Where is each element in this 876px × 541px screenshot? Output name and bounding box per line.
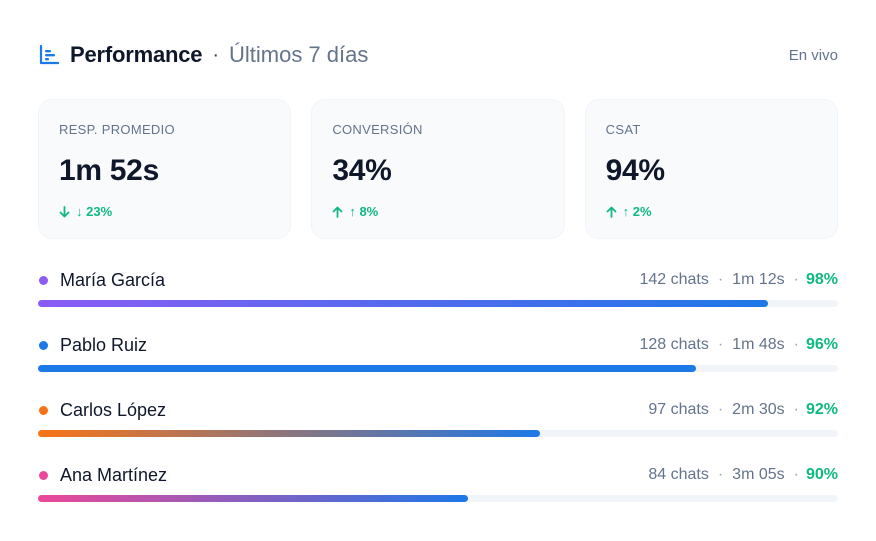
stat-separator: · <box>793 401 799 418</box>
stat-separator: · <box>717 401 724 418</box>
agent-name: María García <box>60 269 166 290</box>
stat-separator: · <box>793 271 799 288</box>
agent-row[interactable]: María García 142 chats · 1m 12s · 98% <box>38 266 838 331</box>
agent-name: Ana Martínez <box>60 464 168 485</box>
arrow-up-icon <box>332 206 343 218</box>
metric-delta-text: ↓ 23% <box>76 204 113 219</box>
title-separator: · <box>212 43 219 66</box>
stat-separator: · <box>793 336 799 353</box>
stat-separator: · <box>717 466 724 483</box>
agent-row[interactable]: Ana Martínez 84 chats · 3m 05s · 90% <box>38 461 838 526</box>
progress-fill <box>38 300 769 307</box>
stat-separator: · <box>793 466 799 483</box>
period-label: Últimos 7 días <box>228 42 369 67</box>
bar-chart-icon <box>38 44 60 66</box>
progress-fill <box>38 430 541 437</box>
metric-value: 94% <box>605 154 665 187</box>
agent-stats: 97 chats · 2m 30s · 92% <box>648 401 838 419</box>
agent-score: 98% <box>805 271 838 288</box>
arrow-up-icon <box>606 206 617 218</box>
agent-row[interactable]: Carlos López 97 chats · 2m 30s · 92% <box>38 396 838 461</box>
agent-chats: 142 chats <box>639 271 709 288</box>
metric-value: 34% <box>332 154 392 187</box>
metric-delta: ↓ 23% <box>59 204 270 219</box>
agent-name: Carlos López <box>60 399 167 420</box>
agent-color-dot <box>39 405 48 415</box>
agent-chats: 97 chats <box>648 401 709 418</box>
stat-separator: · <box>717 336 724 353</box>
page-title: Performance <box>70 42 203 67</box>
agent-name: Pablo Ruiz <box>60 334 148 355</box>
agent-color-dot <box>39 470 48 480</box>
metric-label: Resp. promedio <box>59 122 175 137</box>
agent-color-dot <box>39 340 48 350</box>
agent-row[interactable]: Pablo Ruiz 128 chats · 1m 48s · 96% <box>38 331 838 396</box>
progress-fill <box>38 495 469 502</box>
header: Performance · Últimos 7 días En vivo <box>38 40 838 70</box>
metric-delta: ↑ 8% <box>332 204 543 219</box>
stat-separator: · <box>717 271 724 288</box>
progress-track <box>38 495 838 502</box>
metric-delta-text: ↑ 2% <box>622 204 652 219</box>
metric-delta-text: ↑ 8% <box>349 204 379 219</box>
progress-fill <box>38 365 697 372</box>
agent-chats: 128 chats <box>639 336 709 353</box>
agent-avg-time: 3m 05s <box>732 466 785 483</box>
agent-color-dot <box>39 275 48 285</box>
metric-label: CSAT <box>605 122 641 137</box>
progress-track <box>38 300 838 307</box>
live-link[interactable]: En vivo <box>788 46 838 64</box>
agent-stats: 128 chats · 1m 48s · 96% <box>639 336 838 354</box>
agent-score: 96% <box>805 336 838 353</box>
agent-score: 90% <box>805 466 838 483</box>
progress-track <box>38 430 838 437</box>
agent-stats: 84 chats · 3m 05s · 90% <box>648 466 838 484</box>
metric-card-conversion: Conversión 34% ↑ 8% <box>311 99 565 239</box>
metric-value: 1m 52s <box>59 154 159 187</box>
agent-avg-time: 1m 48s <box>732 336 785 353</box>
metric-label: Conversión <box>332 122 423 137</box>
arrow-down-icon <box>59 205 70 217</box>
agent-list: María García 142 chats · 1m 12s · 98% Pa… <box>38 266 838 526</box>
metric-cards: Resp. promedio 1m 52s ↓ 23% Conversión 3… <box>38 99 838 239</box>
agent-chats: 84 chats <box>648 466 709 483</box>
agent-score: 92% <box>805 401 838 418</box>
agent-stats: 142 chats · 1m 12s · 98% <box>639 271 838 289</box>
agent-avg-time: 2m 30s <box>732 401 785 418</box>
metric-card-csat: CSAT 94% ↑ 2% <box>584 99 838 239</box>
agent-avg-time: 1m 12s <box>732 271 785 288</box>
progress-track <box>38 365 838 372</box>
metric-card-response-time: Resp. promedio 1m 52s ↓ 23% <box>38 99 292 239</box>
metric-delta: ↑ 2% <box>606 204 817 219</box>
